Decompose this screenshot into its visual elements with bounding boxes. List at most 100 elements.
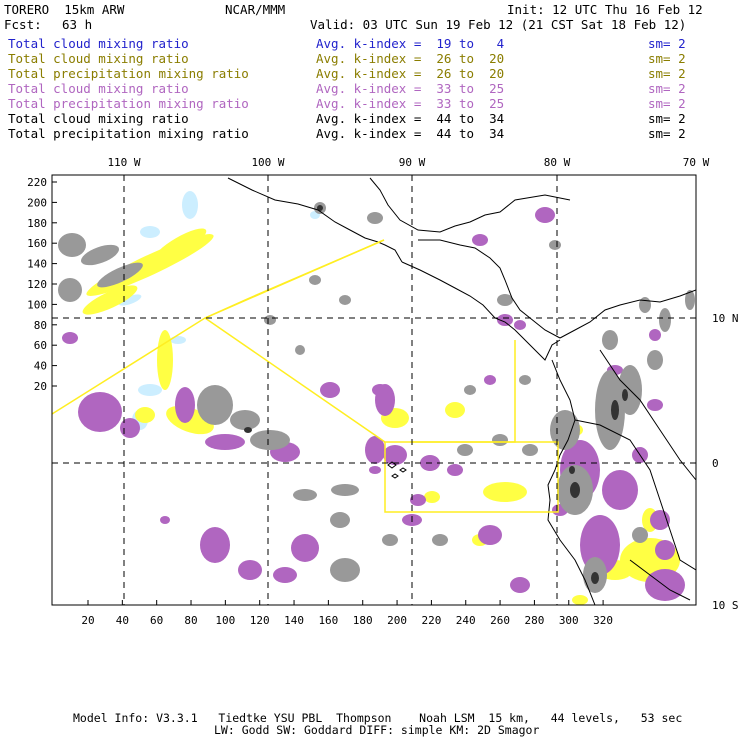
purple-cloud [383,445,407,465]
grid-x-label: 320 [593,614,613,627]
gray-cloud [58,233,86,257]
light-blue-cloud [118,294,142,306]
purple-cloud [120,418,140,438]
gray-cloud [457,444,473,456]
legend-smoothing: sm= 2 [648,126,686,141]
box-path-2 [204,239,385,319]
legend-kindex: Avg. k-index = 33 to 25 [316,81,505,96]
gray-cloud [632,527,648,543]
gray-cloud [339,295,351,305]
gray-cloud [330,512,350,528]
gray-cloud [264,315,276,325]
gray-cloud [639,297,651,313]
grid-x-label: 40 [116,614,129,627]
purple-cloud [238,560,262,580]
gray-cloud [595,370,625,450]
purple-cloud [647,399,663,411]
light-blue-cloud [138,384,162,396]
grid-x-label: 240 [456,614,476,627]
purple-cloud [602,470,638,510]
grid-x-label: 20 [81,614,94,627]
inland-border-3 [629,559,691,601]
gray-cloud [58,278,82,302]
grid-x-label: 180 [353,614,373,627]
gray-cloud [497,294,513,306]
lat-label: 10 S [712,599,739,612]
gray-cloud [81,244,119,266]
dark-gray-cloud [570,482,580,498]
purple-cloud [514,320,526,330]
lon-label: 80 W [544,156,571,169]
colombia-coast [559,289,696,339]
grid-x-label: 220 [421,614,441,627]
light-blue-cloud [140,226,160,238]
grid-x-label: 200 [387,614,407,627]
legend-kindex: Avg. k-index = 26 to 20 [316,51,505,66]
grid-y-label: 80 [34,319,47,332]
grid-x-label: 80 [184,614,197,627]
purple-cloud [175,387,195,423]
purple-cloud [649,329,661,341]
light-blue-cloud [182,191,198,219]
yellow-cloud [135,407,155,423]
forecast-hour: 63 h [62,17,93,32]
purple-cloud [478,525,502,545]
legend-kindex: Avg. k-index = 44 to 34 [316,126,505,141]
lon-label: 100 W [251,156,284,169]
gray-cloud [550,410,580,450]
legend-field: Total cloud mixing ratio [8,111,189,126]
lat-label: 0 [712,457,719,470]
legend-smoothing: sm= 2 [648,96,686,111]
yellow-cloud [483,482,527,502]
legend-smoothing: sm= 2 [648,81,686,96]
gray-cloud [330,558,360,582]
dark-gray-cloud [622,389,628,401]
valid-time: Valid: 03 UTC Sun 19 Feb 12 (21 CST Sat … [310,17,687,32]
light-blue-cloud [170,336,186,344]
dark-gray-cloud [317,205,323,211]
gray-cloud [293,489,317,501]
purple-cloud [372,384,388,396]
purple-cloud [510,577,530,593]
legend-field: Total precipitation mixing ratio [8,126,249,141]
purple-cloud [472,234,488,246]
grid-y-label: 200 [27,196,47,209]
dark-gray-cloud [569,466,575,474]
purple-cloud [410,494,426,506]
legend-kindex: Avg. k-index = 44 to 34 [316,111,505,126]
legend-field: Total precipitation mixing ratio [8,96,249,111]
lon-label: 70 W [683,156,710,169]
lon-label: 90 W [399,156,426,169]
gray-cloud [659,308,671,332]
grid-y-label: 60 [34,339,47,352]
gray-cloud [647,350,663,370]
purple-cloud [273,567,297,583]
gray-cloud [197,385,233,425]
purple-cloud [655,540,675,560]
inland-border-2 [574,419,696,571]
purple-cloud [535,207,555,223]
purple-cloud [484,375,496,385]
legend-smoothing: sm= 2 [648,36,686,51]
purple-cloud [645,569,685,601]
purple-cloud [365,436,385,464]
gray-cloud [331,484,359,496]
yucatan-coast [369,177,571,233]
gray-cloud [464,385,476,395]
purple-cloud [160,516,170,524]
physics-info: LW: Godd SW: Goddard DIFF: simple KM: 2D… [214,723,540,737]
gray-cloud [230,410,260,430]
grid-y-label: 20 [34,380,47,393]
gray-cloud [519,375,531,385]
coastlines [227,177,696,605]
purple-cloud [320,382,340,398]
purple-cloud [205,434,245,450]
grid-x-label: 120 [250,614,270,627]
legend-field: Total cloud mixing ratio [8,81,189,96]
dark-gray-cloud [244,427,252,433]
grid-y-label: 160 [27,237,47,250]
purple-cloud [62,332,78,344]
map-frame [51,174,697,606]
gray-cloud [367,212,383,224]
